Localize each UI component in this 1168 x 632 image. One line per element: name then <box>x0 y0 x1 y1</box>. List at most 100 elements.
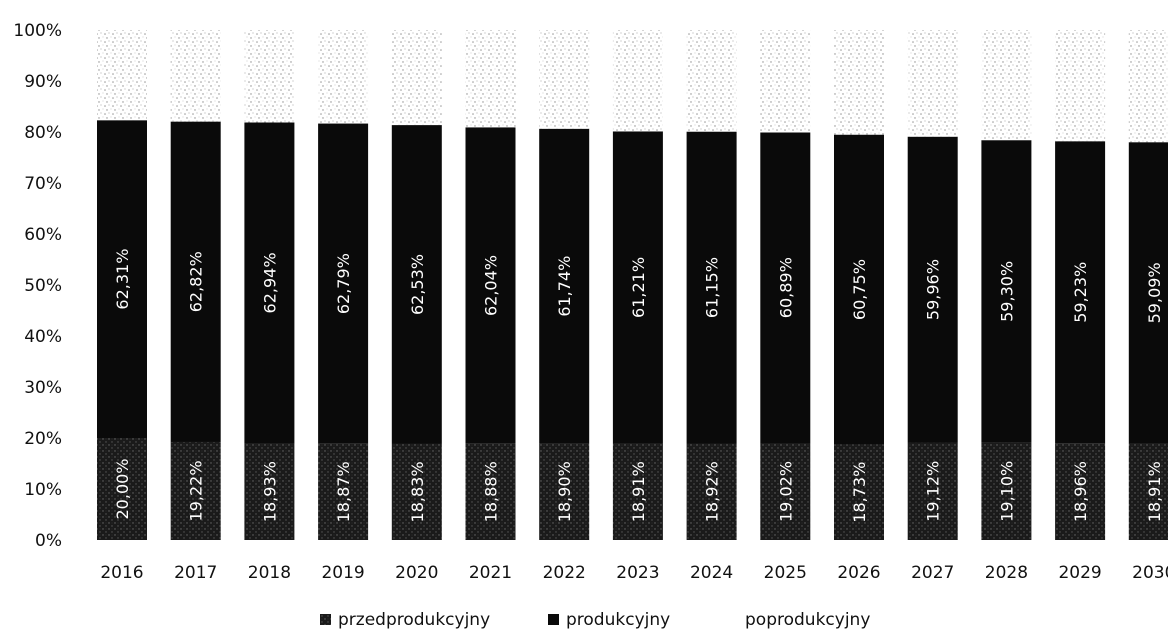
x-tick-label: 2029 <box>1058 563 1101 583</box>
y-tick-label: 80% <box>24 123 62 143</box>
bar-segment-produkcyjny <box>907 136 958 443</box>
bar-segment-poprodukcyjny <box>907 30 958 137</box>
x-tick-label: 2030 <box>1132 563 1168 583</box>
legend-label: produkcyjny <box>566 610 670 630</box>
y-tick-label: 50% <box>24 276 62 296</box>
data-label: 61,21% <box>629 257 648 318</box>
bar-segment-przedprodukcyjny <box>244 443 295 540</box>
bar-segment-produkcyjny <box>981 140 1032 443</box>
data-label: 18,73% <box>850 462 869 523</box>
bar-segment-poprodukcyjny <box>834 30 884 135</box>
bar-segment-produkcyjny <box>612 131 663 444</box>
bar-segment-produkcyjny <box>97 120 147 439</box>
y-tick-label: 90% <box>24 72 62 92</box>
legend: przedprodukcyjny produkcyjny poprodukcyjny <box>320 610 870 630</box>
bar-segment-produkcyjny <box>318 123 369 444</box>
bar-segment-poprodukcyjny <box>1128 30 1168 143</box>
bar-segment-przedprodukcyjny <box>834 444 884 540</box>
bar-segment-produkcyjny <box>686 131 737 444</box>
data-label: 19,10% <box>997 461 1016 522</box>
bar-segment-poprodukcyjny <box>391 30 442 126</box>
x-tick-label: 2021 <box>469 563 512 583</box>
data-label: 18,91% <box>1145 461 1164 522</box>
bar-segment-produkcyjny <box>391 125 442 444</box>
data-label: 62,82% <box>187 251 206 312</box>
x-tick-label: 2018 <box>248 563 291 583</box>
x-tick-label: 2023 <box>616 563 659 583</box>
bar-segment-produkcyjny <box>1055 141 1106 444</box>
legend-label: poprodukcyjny <box>745 610 870 630</box>
bars <box>97 30 1168 540</box>
x-tick-label: 2022 <box>543 563 586 583</box>
data-label: 19,02% <box>776 461 795 522</box>
y-tick-label: 70% <box>24 174 62 194</box>
data-label: 62,31% <box>113 249 132 310</box>
y-tick-label: 10% <box>24 480 62 500</box>
data-label: 18,90% <box>555 461 574 522</box>
bar-segment-produkcyjny <box>170 121 221 442</box>
bar-segment-przedprodukcyjny <box>97 438 147 540</box>
bar-segment-przedprodukcyjny <box>1055 443 1106 540</box>
legend-label: przedprodukcyjny <box>338 610 490 630</box>
bar-segment-poprodukcyjny <box>465 30 516 128</box>
bar-segment-poprodukcyjny <box>760 30 811 133</box>
data-label: 61,74% <box>555 256 574 317</box>
bar-segment-przedprodukcyjny <box>612 443 663 540</box>
x-tick-label: 2027 <box>911 563 954 583</box>
bar-segment-przedprodukcyjny <box>391 443 442 540</box>
bar-segment-przedprodukcyjny <box>170 441 221 540</box>
bar-segment-przedprodukcyjny <box>539 443 590 540</box>
y-axis: 0% 10% 20% 30% 40% 50% 60% 70% 80% 90% 100% <box>13 21 62 551</box>
x-tick-label: 2024 <box>690 563 733 583</box>
x-tick-label: 2025 <box>764 563 807 583</box>
data-label: 18,88% <box>482 461 501 522</box>
bar-segment-poprodukcyjny <box>244 30 295 123</box>
x-tick-label: 2017 <box>174 563 217 583</box>
data-label: 62,04% <box>482 255 501 316</box>
y-tick-label: 20% <box>24 429 62 449</box>
data-label: 62,79% <box>334 253 353 314</box>
x-tick-label: 2019 <box>321 563 364 583</box>
x-tick-label: 2026 <box>837 563 880 583</box>
data-label: 59,30% <box>997 261 1016 322</box>
data-label: 60,75% <box>850 259 869 320</box>
data-labels: 20,00% 62,31% 19,22% 62,82% 18,93% 62,94% 18,8… <box>113 249 1164 523</box>
x-tick-label: 2020 <box>395 563 438 583</box>
data-label: 59,09% <box>1145 262 1164 323</box>
y-tick-label: 0% <box>35 531 62 551</box>
data-label: 19,22% <box>187 460 206 521</box>
y-tick-label: 60% <box>24 225 62 245</box>
data-label: 18,83% <box>408 461 427 522</box>
bar-segment-przedprodukcyjny <box>907 442 958 540</box>
bar-segment-poprodukcyjny <box>1055 30 1106 142</box>
bar-segment-poprodukcyjny <box>318 30 369 124</box>
data-label: 18,92% <box>703 461 722 522</box>
bar-segment-produkcyjny <box>244 122 295 444</box>
bar-segment-poprodukcyjny <box>612 30 663 132</box>
bar-segment-produkcyjny <box>760 132 811 443</box>
data-label: 18,93% <box>260 461 279 522</box>
legend-swatch <box>320 614 331 625</box>
bar-segment-produkcyjny <box>834 134 884 445</box>
data-label: 18,91% <box>629 461 648 522</box>
bar-segment-poprodukcyjny <box>170 30 221 122</box>
data-label: 61,15% <box>703 257 722 318</box>
bar-segment-przedprodukcyjny <box>318 443 369 540</box>
bar-segment-przedprodukcyjny <box>1128 443 1168 540</box>
bar-segment-produkcyjny <box>1128 142 1168 444</box>
y-tick-label: 40% <box>24 327 62 347</box>
data-label: 18,96% <box>1071 461 1090 522</box>
y-tick-label: 30% <box>24 378 62 398</box>
bar-segment-produkcyjny <box>539 128 590 444</box>
x-tick-label: 2028 <box>985 563 1028 583</box>
bar-segment-przedprodukcyjny <box>686 443 737 540</box>
bar-segment-poprodukcyjny <box>539 30 590 129</box>
legend-swatch <box>548 614 559 625</box>
x-tick-label: 2016 <box>100 563 143 583</box>
bar-segment-przedprodukcyjny <box>465 443 516 540</box>
bar-segment-przedprodukcyjny <box>981 442 1032 540</box>
bar-segment-przedprodukcyjny <box>760 442 811 540</box>
data-label: 62,94% <box>260 252 279 313</box>
data-label: 20,00% <box>113 458 132 519</box>
